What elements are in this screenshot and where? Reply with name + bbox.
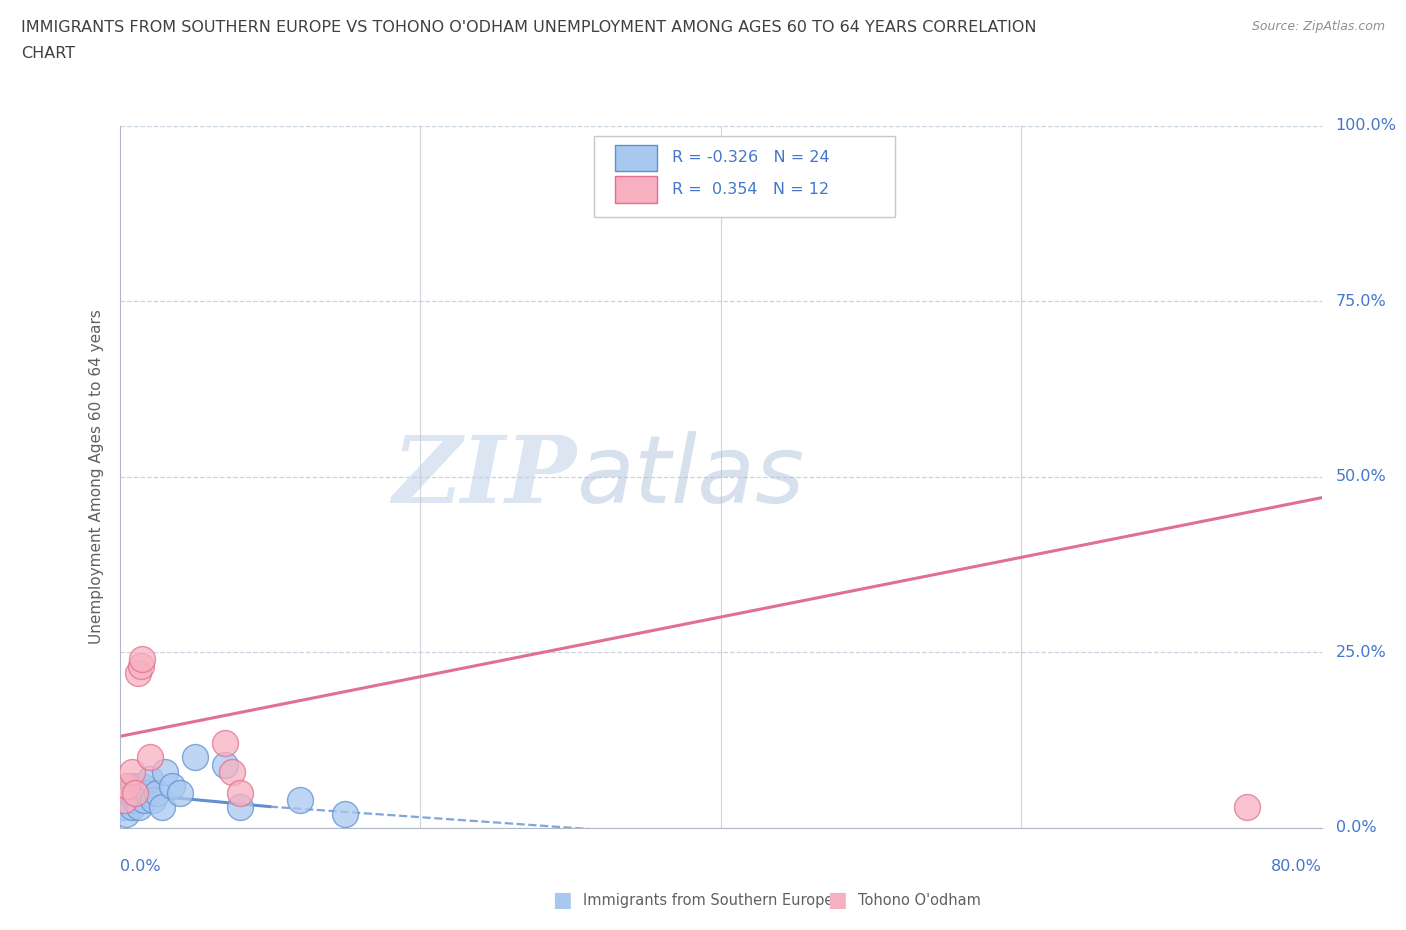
Point — [128, 799, 150, 814]
Point — [1236, 799, 1258, 814]
Point — [214, 736, 236, 751]
Point — [228, 799, 252, 814]
Point — [124, 785, 146, 800]
Point — [135, 785, 157, 800]
Text: 80.0%: 80.0% — [1271, 859, 1322, 874]
Point — [121, 764, 143, 779]
Point — [142, 792, 165, 807]
Point — [112, 792, 135, 807]
Point — [115, 792, 138, 807]
Point — [111, 799, 134, 814]
Text: 75.0%: 75.0% — [1336, 294, 1386, 309]
Text: Tohono O'odham: Tohono O'odham — [858, 893, 980, 908]
Text: Source: ZipAtlas.com: Source: ZipAtlas.com — [1251, 20, 1385, 33]
Point — [129, 658, 152, 673]
Text: 0.0%: 0.0% — [120, 859, 160, 874]
Point — [122, 778, 145, 793]
Point — [125, 785, 148, 800]
Point — [183, 750, 205, 764]
Text: ■: ■ — [553, 890, 572, 910]
Text: atlas: atlas — [576, 432, 804, 522]
Text: 100.0%: 100.0% — [1336, 118, 1396, 133]
Text: R = -0.326   N = 24: R = -0.326 N = 24 — [672, 151, 830, 166]
Text: 0.0%: 0.0% — [1336, 820, 1376, 835]
Point — [114, 806, 136, 821]
Text: Immigrants from Southern Europe: Immigrants from Southern Europe — [583, 893, 834, 908]
Text: 25.0%: 25.0% — [1336, 644, 1386, 659]
FancyBboxPatch shape — [595, 136, 894, 217]
Point — [138, 771, 160, 786]
Point — [150, 799, 173, 814]
Point — [153, 764, 176, 779]
Point — [333, 806, 356, 821]
FancyBboxPatch shape — [614, 176, 657, 203]
Point — [127, 666, 149, 681]
Point — [221, 764, 243, 779]
Text: IMMIGRANTS FROM SOUTHERN EUROPE VS TOHONO O'ODHAM UNEMPLOYMENT AMONG AGES 60 TO : IMMIGRANTS FROM SOUTHERN EUROPE VS TOHON… — [21, 20, 1036, 35]
Point — [121, 799, 143, 814]
Y-axis label: Unemployment Among Ages 60 to 64 years: Unemployment Among Ages 60 to 64 years — [89, 309, 104, 644]
Point — [160, 778, 183, 793]
Point — [115, 778, 138, 793]
Point — [288, 792, 311, 807]
Text: CHART: CHART — [21, 46, 75, 61]
Point — [146, 785, 169, 800]
Text: ■: ■ — [827, 890, 846, 910]
Point — [214, 757, 236, 772]
Point — [132, 792, 155, 807]
Point — [228, 785, 252, 800]
Point — [138, 750, 160, 764]
Text: ZIP: ZIP — [392, 432, 576, 522]
Text: R =  0.354   N = 12: R = 0.354 N = 12 — [672, 182, 830, 197]
Point — [124, 792, 146, 807]
Point — [131, 778, 153, 793]
Point — [169, 785, 191, 800]
FancyBboxPatch shape — [614, 144, 657, 171]
Text: 50.0%: 50.0% — [1336, 469, 1386, 485]
Point — [117, 785, 139, 800]
Point — [131, 652, 153, 667]
